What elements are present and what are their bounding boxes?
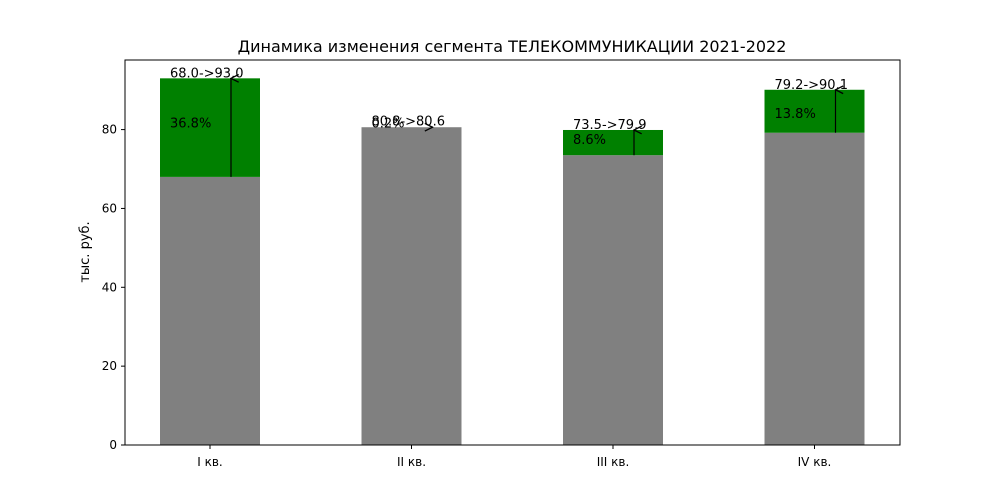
- value-change-label: 68.0->93.0: [170, 66, 243, 81]
- bars-layer: [160, 78, 865, 445]
- value-change-label: 73.5->79.9: [573, 118, 646, 133]
- x-tick-label: III кв.: [597, 455, 630, 469]
- value-change-label: 79.2->90.1: [775, 78, 848, 93]
- x-tick-label: IV кв.: [798, 455, 832, 469]
- value-change-label: 80.8->80.6: [372, 114, 445, 129]
- y-axis: 0 20 40 60 80: [102, 123, 125, 452]
- bar-increase: [160, 78, 260, 177]
- x-axis: I кв. II кв. III кв. IV кв.: [197, 445, 831, 469]
- plot-frame: [124, 59, 901, 446]
- annotations-layer: 68.0->93.0 36.8% 80.8->80.60.2% 73.5->79.98…: [170, 66, 848, 148]
- percent-change-label: 36.8%: [170, 116, 211, 131]
- y-axis-label: тыс. руб.: [78, 221, 93, 282]
- y-tick-label: 80: [102, 123, 117, 137]
- x-tick-label: II кв.: [397, 455, 426, 469]
- y-tick-label: 0: [109, 438, 117, 452]
- y-tick-label: 20: [102, 359, 117, 373]
- y-tick-label: 60: [102, 201, 117, 215]
- x-tick-label: I кв.: [197, 455, 223, 469]
- percent-change-label: 13.8%: [775, 107, 816, 122]
- bar-increase: [563, 129, 663, 156]
- bar-base: [764, 132, 865, 445]
- percent-change-label: 0.2%: [372, 116, 405, 131]
- bar-increase: [764, 89, 865, 133]
- bar-base: [160, 176, 260, 445]
- chart-title: Динамика изменения сегмента ТЕЛЕКОММУНИК…: [238, 37, 787, 56]
- arrows-layer: [231, 78, 836, 177]
- bar-base: [361, 127, 462, 445]
- bar-base: [563, 155, 663, 445]
- percent-change-label: 8.6%: [573, 133, 606, 148]
- y-tick-label: 40: [102, 280, 117, 294]
